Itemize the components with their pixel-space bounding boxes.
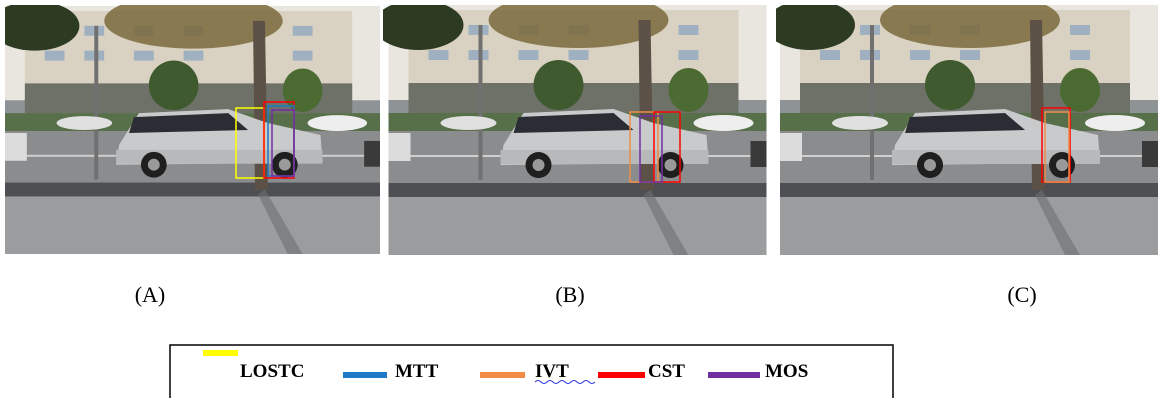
page: (A) (B) (C) LOSTCMTTIVTCSTMOS (() => { c…	[0, 0, 1166, 398]
legend-label: MOS	[765, 361, 808, 382]
legend-label: MTT	[395, 361, 439, 382]
panel-label: (A)	[135, 282, 166, 307]
legend-label: LOSTC	[240, 361, 304, 382]
legend-label: IVT	[535, 361, 569, 382]
photo-c	[765, 0, 1158, 255]
panel-label: (C)	[1007, 282, 1036, 307]
legend-label: CST	[648, 361, 685, 382]
figure: (A) (B) (C) LOSTC MTT IVT CST MOS	[0, 0, 1166, 398]
photo-b	[374, 0, 767, 255]
photo-a	[0, 0, 380, 254]
panel-label: (B)	[555, 282, 584, 307]
